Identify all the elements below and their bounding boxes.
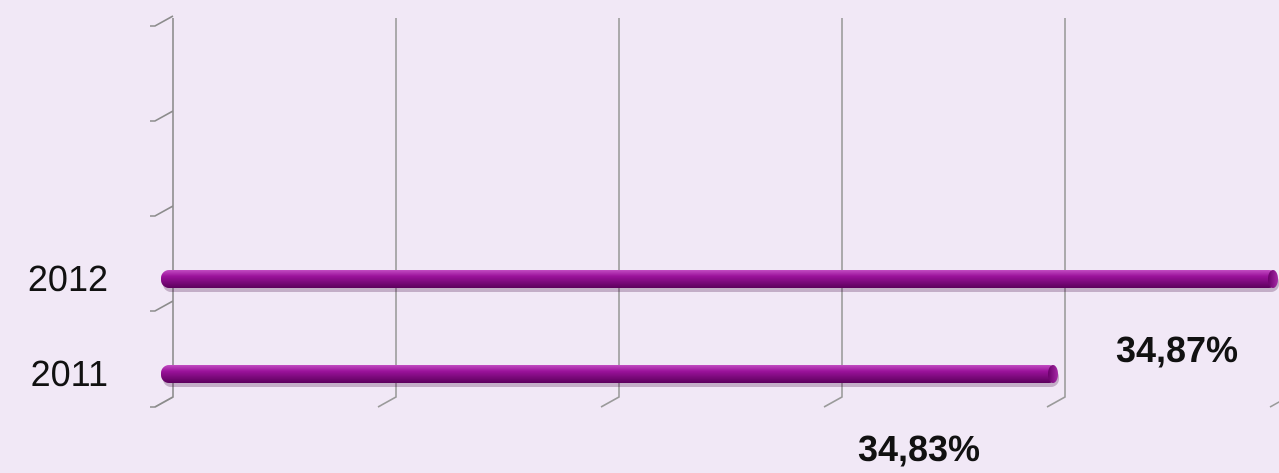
axis-tick xyxy=(150,300,174,312)
data-label-2012: 34,87% xyxy=(1116,329,1238,370)
bar xyxy=(161,270,1277,288)
bar xyxy=(161,365,1057,383)
gridline xyxy=(823,18,843,408)
category-label-2011: 2011 xyxy=(31,353,108,394)
data-label-2011: 34,83% xyxy=(858,428,980,469)
bar-end-cap xyxy=(1048,365,1058,383)
bar-end-cap xyxy=(1268,270,1278,288)
gridline xyxy=(1046,18,1066,408)
labels: 2011 2012 34,83% 34,87% xyxy=(28,258,1238,469)
gridline xyxy=(600,18,620,408)
axis-tick xyxy=(150,205,174,217)
gridline xyxy=(1269,401,1279,408)
gridline xyxy=(377,18,397,408)
axis-wall-edge xyxy=(154,18,174,408)
value-axis xyxy=(150,15,174,408)
bar-2011 xyxy=(161,365,1059,387)
bar-2012 xyxy=(161,270,1279,292)
bars xyxy=(161,270,1279,387)
gridlines xyxy=(377,18,1279,408)
axis-tick xyxy=(150,110,174,122)
axis-tick xyxy=(150,15,174,27)
category-label-2012: 2012 xyxy=(28,258,108,299)
axis-tick xyxy=(150,396,174,408)
